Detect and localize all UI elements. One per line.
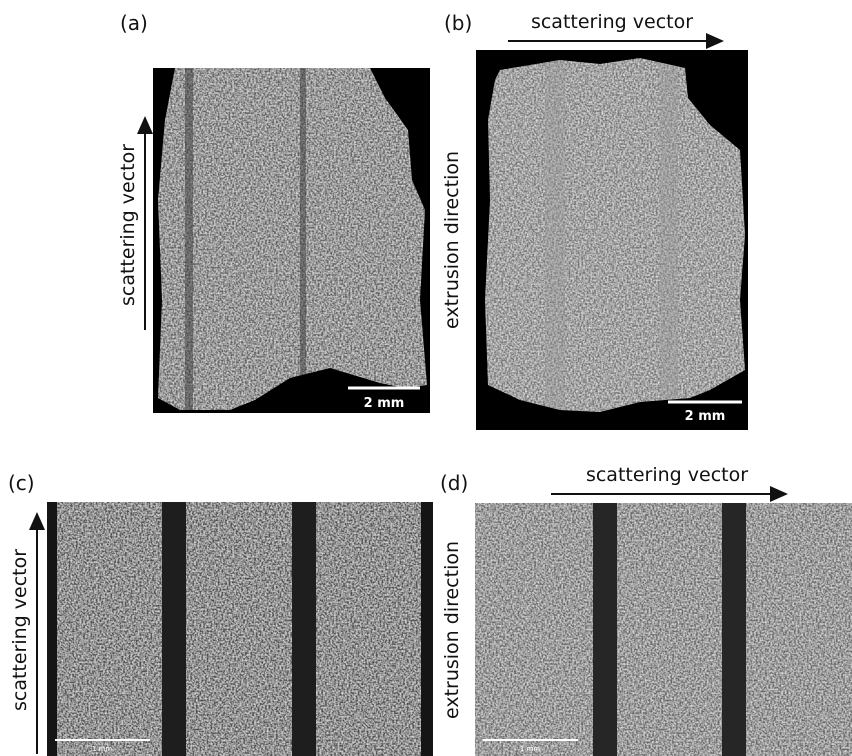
axis-label: extrusion direction [441,541,463,719]
micrograph [47,502,433,756]
micrograph [475,503,852,756]
panel-label: (c) [8,471,35,495]
axis-label: scattering vector [586,464,748,486]
scale-bar-label: 1 mm [520,745,540,753]
axis-label: extrusion direction [441,151,463,329]
micrograph [158,68,427,410]
scale-bar-label: 2 mm [685,409,726,424]
panel-label: (a) [120,11,148,35]
axis-label: scattering vector [9,549,31,711]
axis-label: scattering vector [117,144,139,306]
micrograph [485,58,745,412]
panel-label: (d) [440,471,468,495]
axis-label: scattering vector [531,11,693,33]
scale-bar-label: 1 mm [92,745,112,753]
scale-bar-label: 2 mm [364,396,405,411]
panel-label: (b) [444,11,472,35]
